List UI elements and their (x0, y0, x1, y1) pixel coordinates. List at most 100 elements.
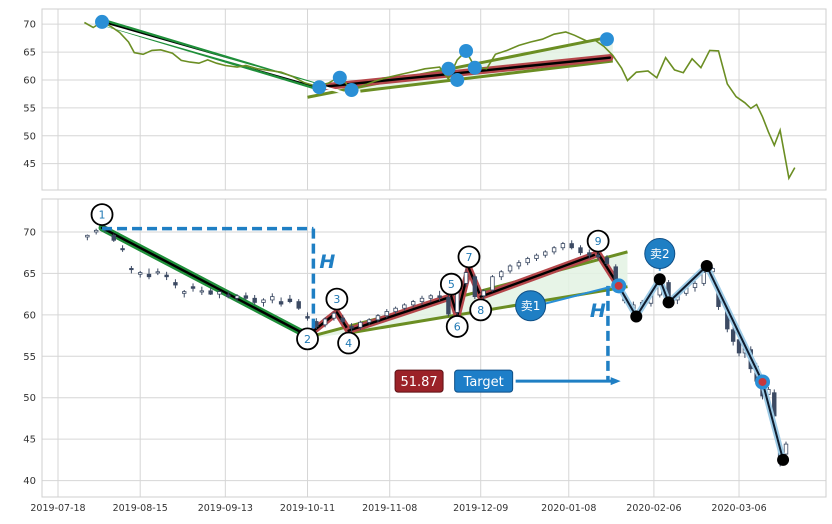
sell-marker-circle (644, 238, 676, 270)
candle-body (402, 304, 407, 309)
bottom-x-tick-label: 2019-09-13 (198, 503, 253, 514)
top-pivot-marker (95, 14, 110, 29)
wave-label-circle (586, 229, 610, 253)
bottom-trend-core (100, 226, 309, 337)
candle-body (164, 274, 169, 278)
sell-arrow (544, 285, 611, 305)
top-frame (41, 8, 827, 191)
top-background (42, 9, 826, 190)
pivot-dot (653, 273, 666, 286)
candle-body (199, 290, 205, 293)
top-y-tick-label: 55 (23, 103, 36, 114)
wave-label-2: 2 (304, 333, 311, 346)
candle-body (507, 265, 513, 272)
pivot-dot (630, 310, 643, 323)
bottom-background (42, 199, 826, 497)
pivot-dot (777, 453, 790, 466)
top-panel: 45 50 55 60 65 70 (23, 8, 827, 191)
top-pivot-marker (344, 83, 359, 98)
wave-label-circle (457, 245, 481, 269)
wave-label-circle (439, 272, 463, 296)
wave-label-circle (445, 315, 469, 338)
top-pivot-marker (599, 32, 614, 47)
top-y-tick-label: 50 (23, 131, 36, 142)
candle-body (305, 316, 310, 319)
candle-body (243, 295, 249, 299)
bottom-x-tick-label: 2019-10-11 (280, 503, 335, 514)
candle-body (560, 243, 566, 249)
candle-body (692, 282, 698, 288)
bottom-trend-core (479, 252, 600, 298)
top-trend-core (318, 56, 612, 89)
wave-label-9: 9 (595, 235, 602, 248)
candle-body (569, 243, 574, 249)
top-pivot-marker (459, 43, 474, 58)
candle-body (701, 272, 707, 284)
candle-body (331, 312, 337, 319)
candle-body (463, 272, 469, 284)
wave-label-circle (325, 287, 349, 311)
wave-label-circle (337, 331, 361, 355)
sell-marker-circle (515, 290, 547, 322)
candle-body (490, 276, 495, 291)
wave-label-circle (469, 298, 493, 322)
candle-body (499, 271, 504, 278)
candle-body (137, 272, 143, 275)
top-y-tick-label: 65 (23, 48, 36, 59)
candle-body (234, 295, 240, 299)
bottom-y-tick-label: 65 (23, 269, 36, 280)
candle-body (146, 273, 152, 278)
target-dot-core (614, 281, 623, 290)
candle-body (85, 234, 90, 238)
bottom-frame (41, 198, 827, 498)
candle-body (217, 291, 222, 295)
candle-body (534, 254, 539, 259)
candle-body (516, 262, 522, 267)
sell-marker-label: 卖2 (650, 247, 670, 261)
candle-body (428, 295, 434, 299)
candle-body (551, 247, 557, 253)
candle-body (419, 297, 425, 302)
target-label-box (454, 369, 514, 393)
bottom-x-tick-label: 2020-01-08 (541, 503, 596, 514)
top-channel-line (360, 59, 613, 93)
candle-body (287, 298, 293, 303)
wave-label-circle (296, 327, 319, 351)
candle-body (226, 294, 231, 298)
candle-body (111, 234, 116, 241)
wave-label-4: 4 (345, 337, 352, 350)
candle-body (129, 268, 134, 271)
bottom-x-tick-label: 2019-07-18 (30, 503, 85, 514)
bottom-x-tick-label: 2019-12-09 (453, 503, 508, 514)
bottom-y-tick-label: 50 (23, 393, 36, 404)
candle-body (252, 297, 257, 303)
bottom-trend-core (347, 295, 453, 332)
target-label-text: Target (463, 375, 504, 390)
bottom-x-tick-label: 2020-03-06 (711, 503, 766, 514)
top-pivot-marker (332, 70, 347, 85)
candle-body (595, 254, 601, 258)
candle-body (182, 291, 187, 294)
candle-body (358, 321, 363, 328)
candle-body (481, 290, 486, 297)
top-y-tick-label: 60 (23, 75, 36, 86)
h-label: H (590, 300, 606, 322)
bottom-y-tick-label: 45 (23, 435, 36, 446)
candle-body (384, 311, 389, 317)
candle-body (270, 296, 275, 301)
candle-body (578, 247, 583, 254)
top-y-tick-label: 45 (23, 159, 36, 170)
bottom-x-tick-label: 2019-11-08 (362, 503, 417, 514)
candle-body (190, 286, 196, 289)
price-label-box (394, 369, 444, 393)
candle-body (173, 282, 178, 286)
pivot-dot (662, 296, 675, 309)
wave-label-1: 1 (99, 209, 106, 222)
candle-body (322, 318, 328, 326)
candle-body (349, 326, 354, 329)
candle-body (472, 276, 478, 298)
candle-body (393, 307, 398, 312)
top-pivot-marker (450, 72, 465, 87)
